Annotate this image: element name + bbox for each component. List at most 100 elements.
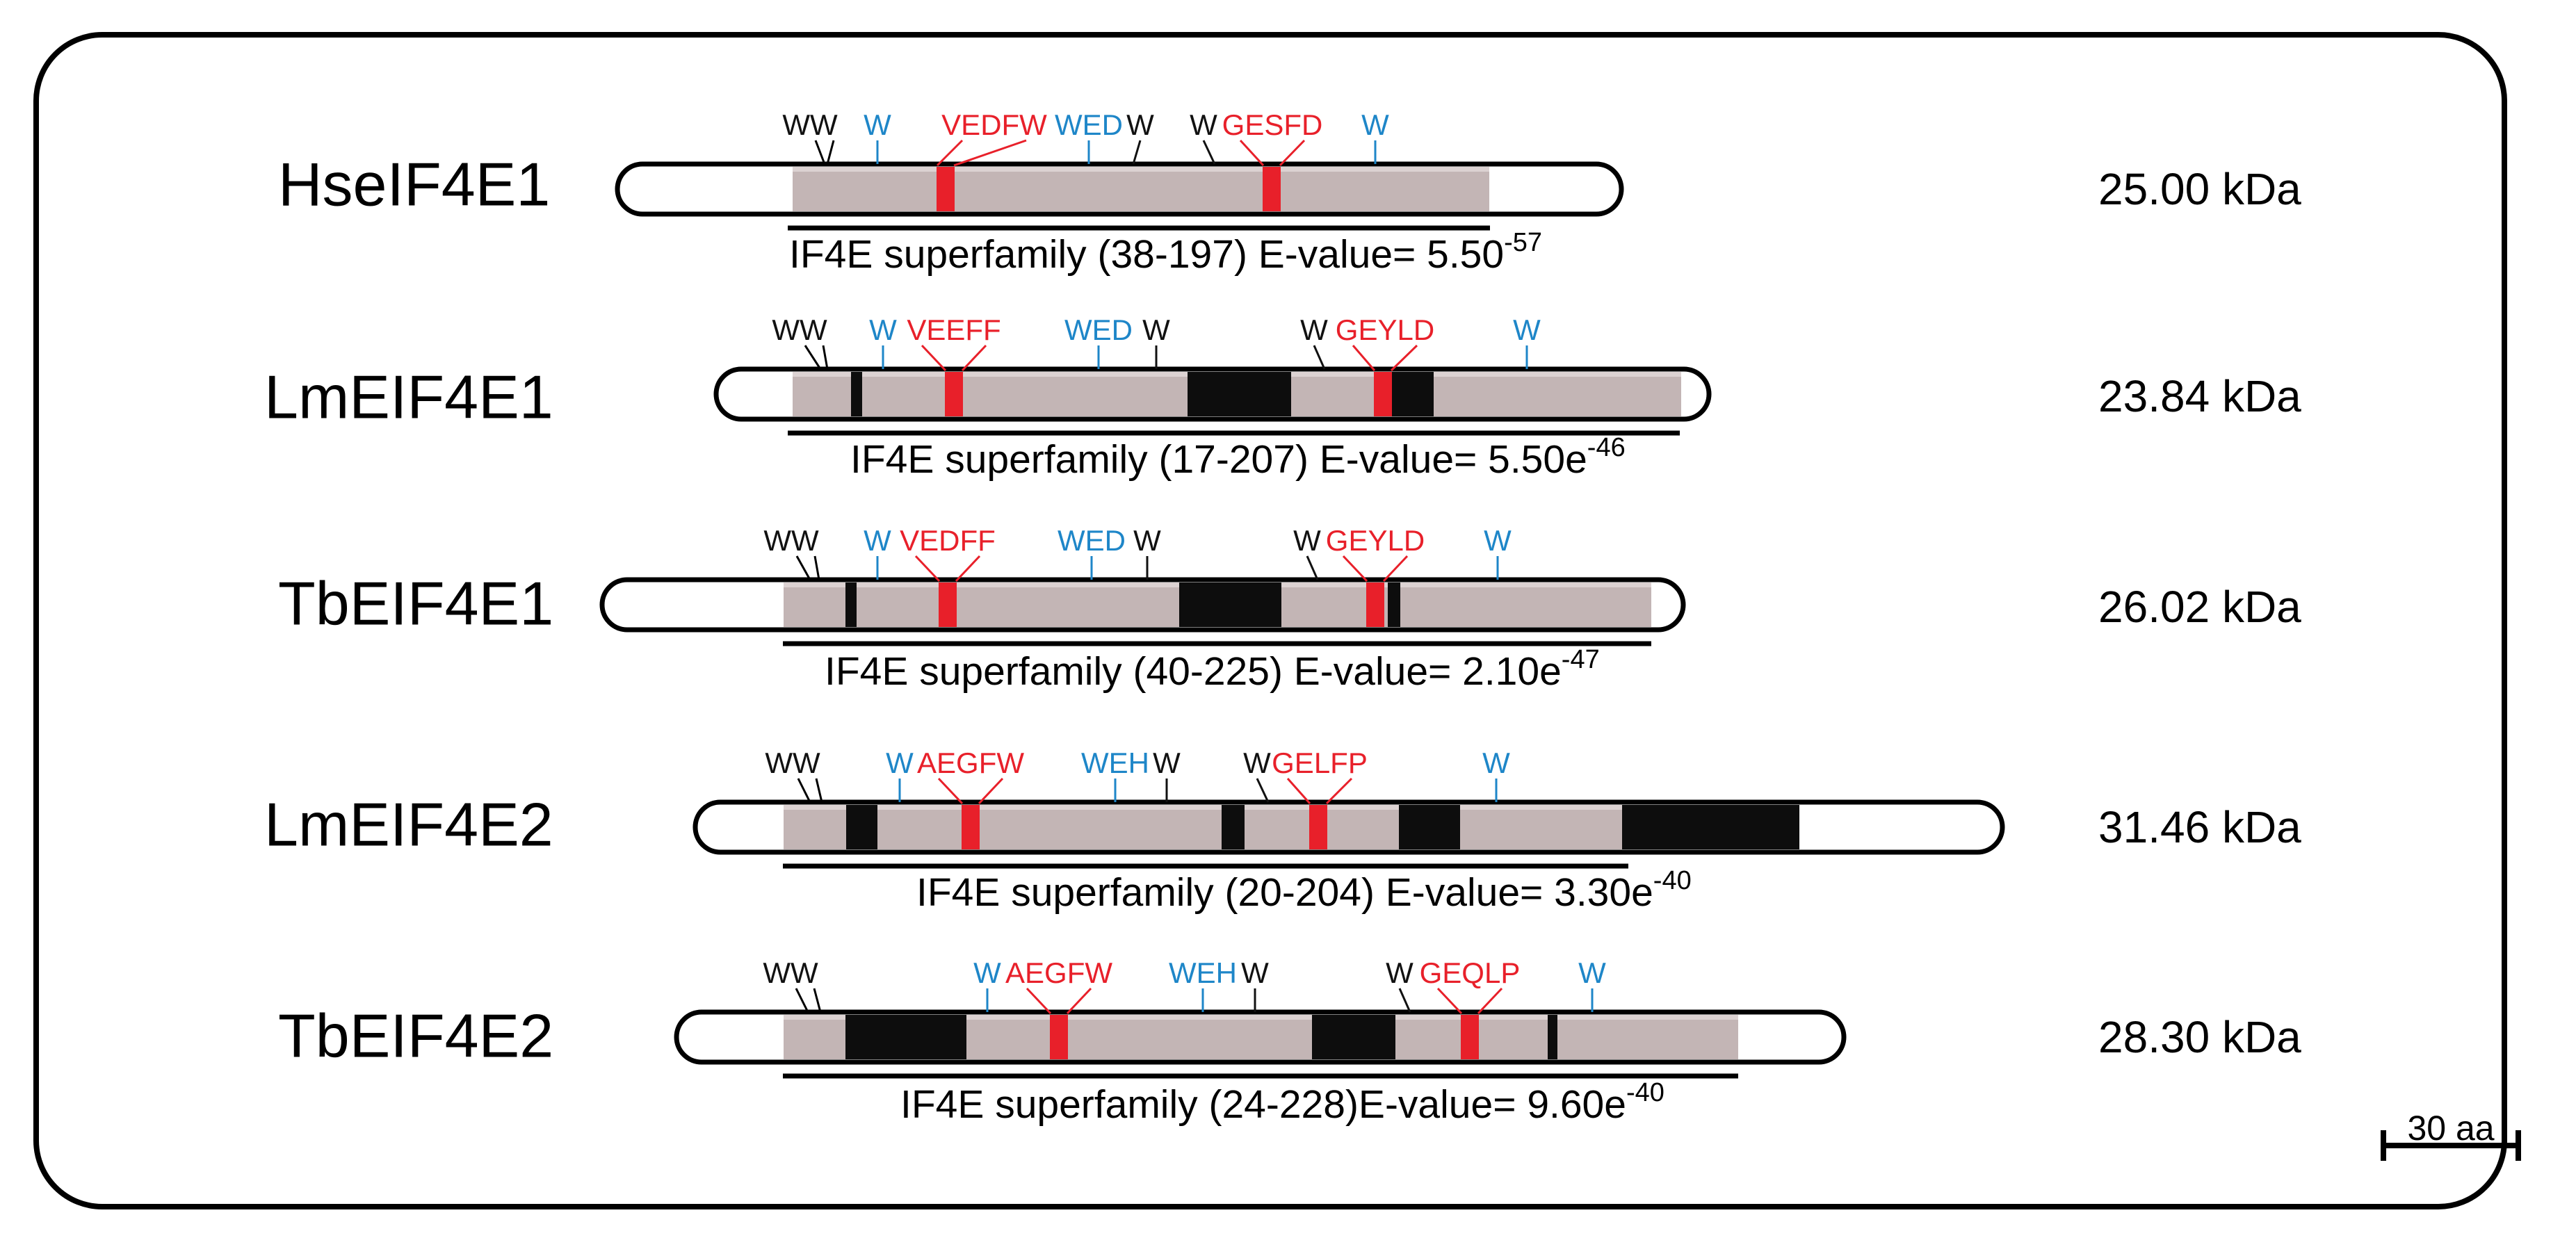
domain-region <box>1281 582 1651 627</box>
motif-label: GESFD <box>1222 108 1323 141</box>
motif-label: VEEFF <box>907 313 1001 346</box>
domain-caption: IF4E superfamily (38-197) E-value= 5.50-… <box>789 228 1542 277</box>
motif-connector-left <box>1026 987 1052 1015</box>
evalue-exponent: -46 <box>1587 433 1626 462</box>
residue-label: WW <box>772 313 827 346</box>
residue-label: W <box>1361 108 1389 141</box>
motif-label: VEDFW <box>941 108 1047 141</box>
ww-tick-1 <box>814 140 826 165</box>
residue-label: WW <box>782 108 838 141</box>
residue-label: W <box>973 956 1001 989</box>
domain-region <box>784 582 1179 627</box>
domain-caption: IF4E superfamily (24-228)E-value= 9.60e-… <box>900 1078 1664 1127</box>
residue-label: WW <box>763 524 819 557</box>
motif-segment <box>1309 805 1327 849</box>
residue-label: WW <box>765 747 820 779</box>
disordered-region <box>845 1015 966 1059</box>
residue-tick <box>1256 778 1270 803</box>
disordered-region <box>845 582 857 627</box>
motif-connector-right <box>1382 555 1409 582</box>
residue-label: W <box>1190 108 1217 141</box>
ww-tick-2 <box>826 140 835 165</box>
motif-label: AEGFW <box>1005 956 1112 989</box>
motif-segment <box>1461 1015 1479 1059</box>
ww-tick-1 <box>795 555 811 580</box>
residue-tick <box>1313 345 1326 370</box>
motif-connector-left <box>936 139 964 167</box>
motif-label: GEQLP <box>1420 956 1521 989</box>
disordered-region <box>1548 1015 1557 1059</box>
disordered-region <box>851 372 862 416</box>
protein-name: LmEIF4E2 <box>264 790 553 858</box>
domain-caption: IF4E superfamily (17-207) E-value= 5.50e… <box>850 433 1626 482</box>
motif-segment <box>962 805 980 849</box>
residue-label: W <box>1243 747 1271 779</box>
evalue-exponent: -40 <box>1626 1078 1664 1107</box>
evalue-exponent: -47 <box>1562 645 1600 674</box>
motif-connector-right <box>978 777 1004 805</box>
residue-tick <box>1398 988 1411 1013</box>
motif-connector-left <box>1342 555 1368 582</box>
motif-segment <box>1374 372 1392 416</box>
motif-connector-left <box>937 777 964 805</box>
motif-label: VEDFF <box>900 524 996 557</box>
motif-segment <box>1263 167 1281 211</box>
domain-highlight <box>793 167 1489 172</box>
motif-connector-right <box>1390 344 1418 372</box>
ww-tick-2 <box>813 988 822 1013</box>
residue-label: W <box>1578 956 1606 989</box>
motif-label: GELFP <box>1272 747 1368 779</box>
motif-connector-right <box>961 344 987 372</box>
residue-label: WED <box>1055 108 1123 141</box>
motif-segment <box>1050 1015 1068 1059</box>
residue-label: W <box>1484 524 1512 557</box>
motif-label: GEYLD <box>1326 524 1425 557</box>
domain-highlight <box>1281 582 1651 587</box>
motif-label: GEYLD <box>1336 313 1434 346</box>
motif-connector-right <box>1279 139 1306 167</box>
ww-tick-1 <box>795 988 809 1013</box>
residue-tick <box>1132 140 1142 165</box>
domain-highlight <box>1291 372 1681 377</box>
motif-segment <box>945 372 963 416</box>
domain-caption-text: IF4E superfamily (20-204) E-value= 3.30e <box>916 870 1653 915</box>
domain-caption-text: IF4E superfamily (40-225) E-value= 2.10e <box>825 649 1562 694</box>
protein-name: TbEIF4E1 <box>278 569 553 637</box>
disordered-region <box>846 805 877 849</box>
ww-tick-2 <box>822 345 829 370</box>
residue-label: W <box>1142 313 1170 346</box>
domain-highlight <box>784 1015 1738 1020</box>
domain-region <box>1291 372 1681 416</box>
motif-connector-left <box>1239 139 1265 167</box>
domain-caption-text: IF4E superfamily (24-228)E-value= 9.60e <box>900 1082 1626 1127</box>
residue-label: W <box>1241 956 1269 989</box>
motif-connector-right <box>1477 987 1503 1015</box>
residue-label: WEH <box>1169 956 1237 989</box>
disordered-region <box>1399 805 1460 849</box>
protein-name: HseIF4E1 <box>278 149 550 218</box>
domain-highlight <box>784 805 1799 810</box>
motif-segment <box>937 167 955 211</box>
ww-tick-2 <box>815 778 823 803</box>
domain-caption-text: IF4E superfamily (38-197) E-value= 5.50 <box>789 232 1504 277</box>
protein-name: LmEIF4E1 <box>264 362 553 431</box>
residue-label: W <box>886 747 914 779</box>
residue-label: WED <box>1058 524 1126 557</box>
molecular-mass: 28.30 kDa <box>2098 1012 2301 1062</box>
residue-label: W <box>1133 524 1161 557</box>
scale-bar-label: 30 aa <box>2407 1109 2494 1148</box>
residue-label: WW <box>763 956 818 989</box>
residue-label: W <box>869 313 897 346</box>
disordered-region <box>1622 805 1799 849</box>
residue-tick <box>1202 140 1216 165</box>
motif-connector-right <box>1066 987 1092 1015</box>
domain-highlight <box>793 372 1188 377</box>
domain-region <box>793 167 1489 211</box>
